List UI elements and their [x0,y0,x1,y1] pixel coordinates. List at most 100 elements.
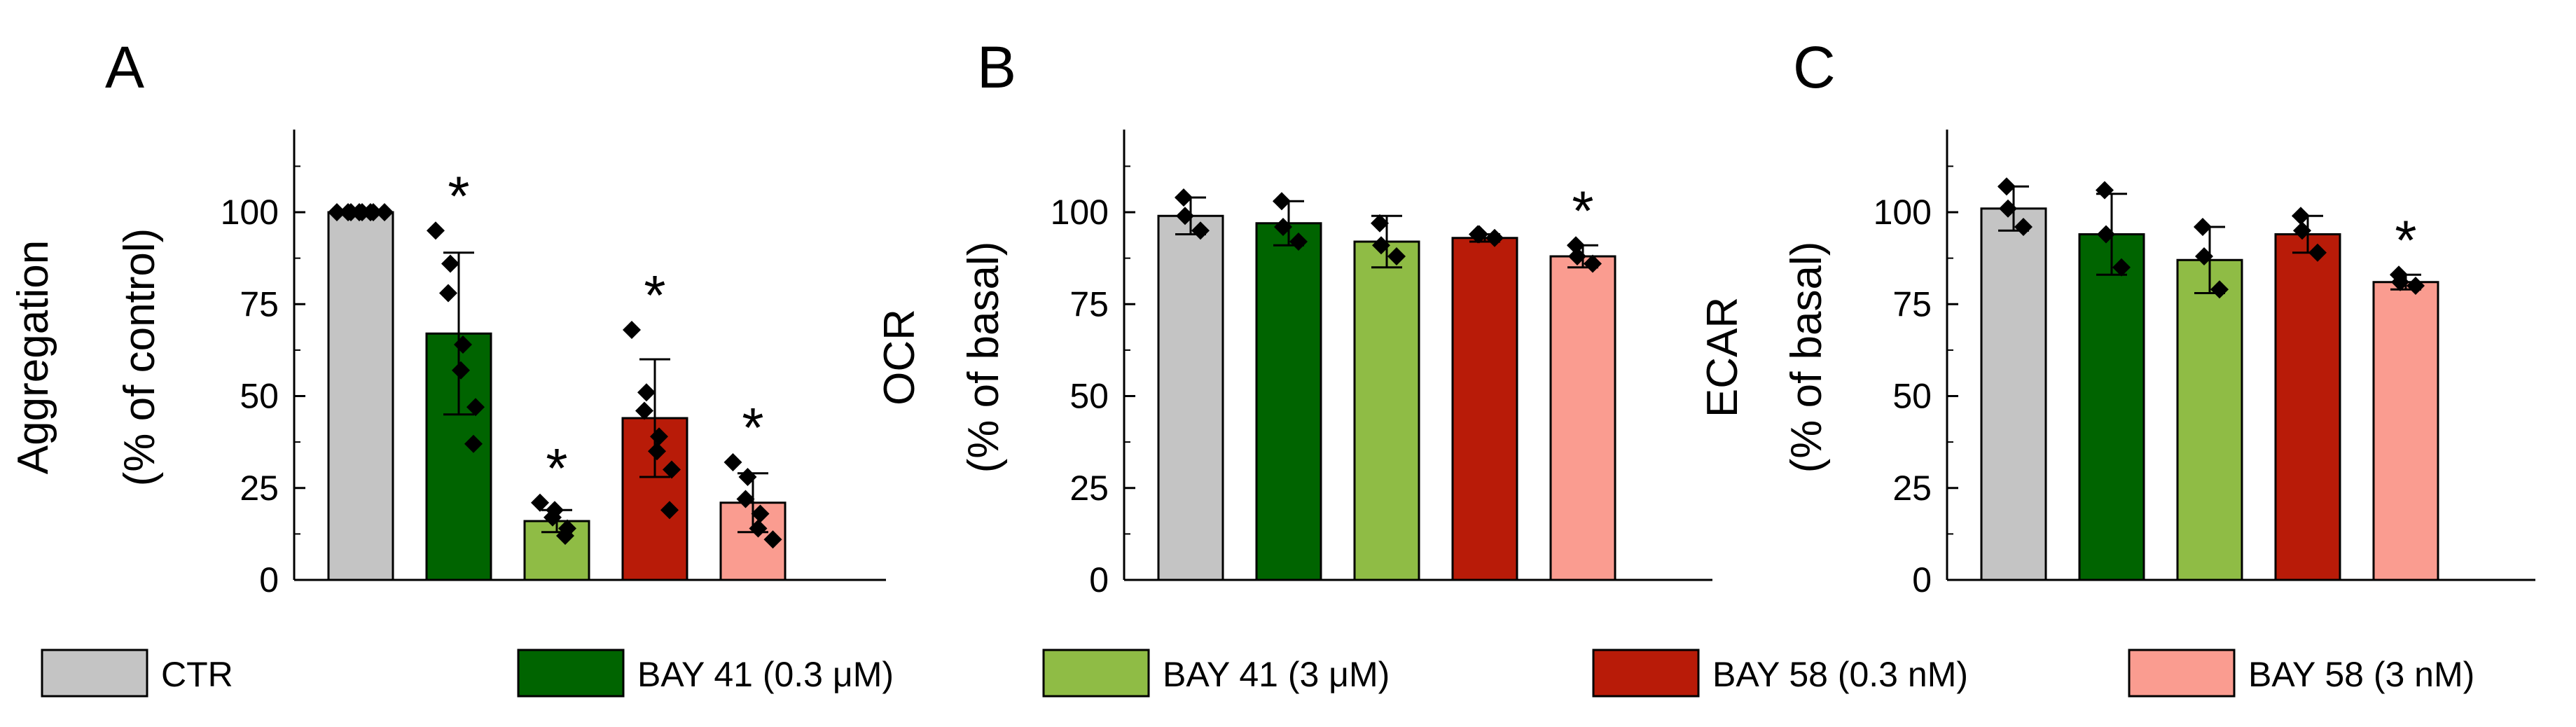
data-point [464,434,483,453]
y-tick-label: 0 [259,560,279,600]
data-point [2194,218,2212,236]
bar [1549,255,1616,581]
legend-item: BAY 41 (0.3 μM) [517,649,894,698]
panel-c: C ECAR (% of basal) 0 25 50 75 100 * [1698,34,2535,600]
data-point [1568,247,1586,265]
data-point [454,335,472,354]
data-point [439,284,457,303]
data-point [663,460,681,479]
bar [1353,240,1420,581]
data-point [427,221,445,240]
data-point [660,501,679,520]
data-point [1584,254,1602,273]
legend-item: BAY 41 (3 μM) [1042,649,1390,698]
data-point [556,527,574,545]
y-axis-label: OCR [875,309,924,406]
legend-swatch [1042,649,1150,698]
data-point [637,383,656,402]
data-point [452,361,470,380]
y-tick-label: 50 [1892,377,1932,416]
data-point [1470,225,1488,244]
legend-item: BAY 58 (0.3 nM) [1592,649,1968,698]
bar [2372,281,2439,581]
data-point [1191,221,1210,240]
data-point [763,530,782,549]
y-axis-label: (% of basal) [960,242,1008,473]
legend-item: BAY 58 (3 nM) [2128,649,2474,698]
bar [2078,233,2145,581]
legend-label: BAY 58 (0.3 nM) [1712,655,1968,694]
data-point [650,427,668,446]
data-point [1175,188,1193,207]
data-point [1371,214,1389,233]
y-tick-label: 100 [1051,193,1109,232]
data-point [1176,207,1194,226]
bar [2176,258,2243,581]
significance-star: * [644,264,665,326]
data-point [635,401,653,420]
legend-swatch [2128,649,2236,698]
data-point [2096,181,2114,200]
data-point [1273,192,1291,211]
data-point [361,203,380,221]
significance-star: * [1572,179,1593,242]
data-point [1999,199,2017,218]
legend: CTR BAY 41 (0.3 μM) BAY 41 (3 μM) BAY 58 (0… [41,649,2474,698]
y-tick-label: 25 [1892,469,1932,508]
y-axis-label: (% of control) [116,228,164,487]
significance-star: * [546,437,567,499]
y-tick-label: 100 [221,193,279,232]
data-point [648,442,666,461]
y-tick-label: 50 [1069,377,1109,416]
data-point [339,203,357,221]
data-point [543,508,562,527]
significance-star: * [2395,209,2416,271]
legend-swatch [517,649,625,698]
data-point [1372,236,1390,255]
data-point [2292,207,2310,226]
data-point [350,203,368,221]
bar [1980,207,2047,581]
panel-letter: C [1793,34,1836,100]
significance-star: * [742,396,763,459]
y-tick-label: 0 [1089,560,1109,600]
data-point [2210,280,2229,299]
panel-b: B OCR (% of basal) 0 25 50 75 100 * [875,34,1712,600]
data-point [441,254,459,273]
data-point [736,490,755,508]
y-tick-label: 50 [240,377,279,416]
bar [1157,214,1224,581]
bar [1255,222,1322,581]
y-tick-label: 100 [1874,193,1932,232]
y-axis-label: (% of basal) [1782,242,1831,473]
data-point [2391,272,2409,291]
data-point [1387,247,1406,265]
data-point [2097,225,2115,244]
data-point [1486,228,1504,247]
error-bar [443,251,474,416]
legend-label: BAY 41 (3 μM) [1163,655,1390,694]
data-point [466,398,485,417]
bar [327,211,394,581]
data-point [2014,218,2033,236]
legend-swatch [1592,649,1700,698]
legend-item: CTR [41,649,233,698]
y-axis-label: Aggregation [9,240,57,474]
data-point [531,493,549,512]
data-point [328,203,346,221]
data-point [375,203,394,221]
data-point [738,468,757,486]
legend-label: BAY 41 (0.3 μM) [637,655,894,694]
panel-letter: B [977,34,1016,100]
y-tick-label: 75 [1892,284,1932,324]
data-point [2407,277,2425,295]
significance-star: * [448,165,469,227]
data-point [1567,236,1585,255]
legend-label: CTR [161,655,233,694]
panels: A Aggregation (% of control) 0 25 50 75 100 * * * *… [9,34,2535,600]
y-tick-label: 25 [240,469,279,508]
y-tick-label: 75 [240,284,279,324]
data-point [2195,247,2213,265]
data-point [2293,221,2311,240]
